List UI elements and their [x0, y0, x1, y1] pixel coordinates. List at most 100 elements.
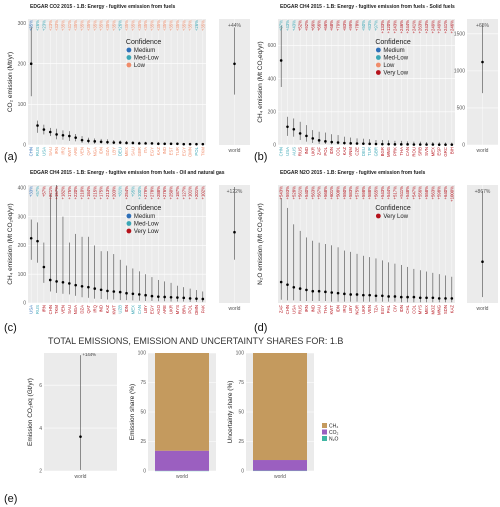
uncertainty-label-d: +561%	[298, 186, 303, 200]
uncertainty-label-c: +221%	[48, 186, 53, 200]
legend-swatch-e	[322, 429, 327, 435]
category-label-a: ITA	[143, 147, 148, 153]
world-label-b: world	[477, 148, 489, 154]
category-label-d: ZAF	[279, 305, 284, 313]
category-label-d: COL	[411, 304, 416, 313]
category-label-c: OMN	[194, 305, 199, 315]
category-label-d: LBY	[348, 305, 353, 313]
data-point-b	[418, 143, 422, 146]
legend-item-c: Medium	[134, 214, 155, 220]
category-label-a: ARE	[73, 147, 78, 156]
data-point-a	[157, 142, 160, 146]
data-point-b	[279, 59, 283, 62]
uncertainty-label-c: +278%	[149, 186, 154, 200]
uncertainty-label-a: +35%	[80, 20, 85, 31]
data-point-a	[74, 136, 77, 139]
data-point-b	[412, 143, 416, 146]
category-label-d: MEX	[424, 305, 429, 314]
chart-title-c: EDGAR CH4 2015 - 1.B: Energy - fugitive …	[30, 170, 225, 176]
uncertainty-label-a: +23%	[41, 20, 46, 31]
category-label-a: LBY	[111, 147, 116, 155]
y-tick-label-c: 100	[18, 272, 27, 278]
data-point-c	[36, 239, 39, 243]
world-y-tick-b: 1000	[454, 69, 465, 75]
data-point-a	[42, 128, 46, 131]
data-point-d	[355, 293, 359, 296]
uncertainty-label-b: +37%	[279, 20, 284, 31]
uncertainty-label-b: +52%	[298, 20, 303, 31]
data-point-a	[201, 142, 205, 146]
data-point-a	[29, 62, 33, 66]
plot-area-a	[28, 19, 206, 145]
uncertainty-label-b: +133%	[380, 20, 385, 34]
uncertainty-label-a: +35%	[29, 20, 34, 31]
category-label-b: CHN	[279, 147, 284, 156]
uncertainty-label-a: +35%	[162, 20, 167, 31]
data-point-b	[387, 142, 390, 146]
uncertainty-label-b: +83%	[367, 20, 372, 31]
data-point-a	[176, 142, 179, 146]
category-label-c: VEN	[60, 305, 65, 314]
y-axis-label-b: CH₄ emission (Mt CO₂eq/yr)	[257, 41, 264, 122]
uncertainty-label-d: +517%	[392, 186, 397, 200]
legend-swatch-d	[375, 213, 381, 219]
data-point-b	[362, 142, 365, 145]
category-label-a: DZA	[105, 147, 110, 156]
data-point-a	[144, 142, 147, 145]
category-label-b: UKR	[310, 147, 315, 156]
category-label-a: IRQ	[60, 146, 65, 154]
uncertainty-label-a: +35%	[92, 20, 97, 31]
category-label-c: EGY	[149, 305, 154, 314]
uncertainty-label-b: +241%	[443, 20, 448, 34]
data-point-d	[324, 290, 327, 294]
data-point-a	[36, 124, 39, 127]
category-label-d: SAU	[317, 305, 322, 314]
legend-swatch-e	[322, 423, 327, 428]
legend-item-d: Very Low	[383, 214, 408, 220]
category-label-a: SAU	[48, 147, 53, 156]
category-label-b: THA	[399, 147, 404, 156]
uncertainty-label-a: +35%	[73, 20, 78, 31]
category-label-c: IRQ	[92, 304, 97, 312]
panel-label-c: (c)	[4, 322, 17, 334]
data-point-a	[131, 141, 135, 145]
data-point-d	[336, 291, 340, 295]
category-label-a: GBR	[137, 147, 142, 156]
legend-swatch-c	[126, 213, 132, 219]
category-label-c: POL	[188, 304, 193, 313]
data-point-a	[150, 142, 154, 145]
x-tick-label-e1: world	[75, 474, 87, 480]
data-point-b	[355, 142, 359, 145]
category-label-d: EGY	[380, 305, 385, 314]
category-label-a: OMN	[188, 147, 193, 157]
data-point-d	[349, 293, 352, 296]
category-label-a: QAT	[86, 147, 91, 156]
y-tick-label-a: 0	[23, 143, 26, 149]
data-point-b	[406, 143, 409, 146]
data-point-a	[169, 142, 173, 146]
uncertainty-label-b: +241%	[411, 20, 416, 34]
x-tick-label-e2: world	[176, 474, 188, 480]
legend-item-b: Low	[383, 63, 395, 69]
category-label-a: NGA	[92, 147, 97, 156]
data-point-d	[418, 296, 422, 300]
category-label-d: IND	[310, 305, 315, 312]
category-label-c: IRN	[41, 305, 46, 312]
uncertainty-label-a: +35%	[175, 20, 180, 31]
panel-label-b: (b)	[254, 151, 267, 163]
category-label-a: USA	[41, 147, 46, 156]
category-label-b: USA	[285, 147, 290, 156]
data-point-a	[55, 133, 58, 136]
data-point-a	[80, 138, 84, 142]
uncertainty-label-c: +201%	[194, 186, 199, 200]
legend-swatch-b	[375, 47, 381, 53]
data-point-a	[93, 140, 97, 143]
panel-label-a: (a)	[4, 151, 17, 163]
uncertainty-label-a: +35%	[111, 20, 116, 31]
category-label-a: IDN	[99, 147, 104, 154]
uncertainty-label-c: +57%	[35, 186, 40, 197]
uncertainty-label-b: +249%	[430, 20, 435, 34]
uncertainty-label-a: +35%	[99, 20, 104, 31]
legend-item-a: Low	[134, 63, 146, 69]
x-tick-label-e3: world	[274, 474, 286, 480]
